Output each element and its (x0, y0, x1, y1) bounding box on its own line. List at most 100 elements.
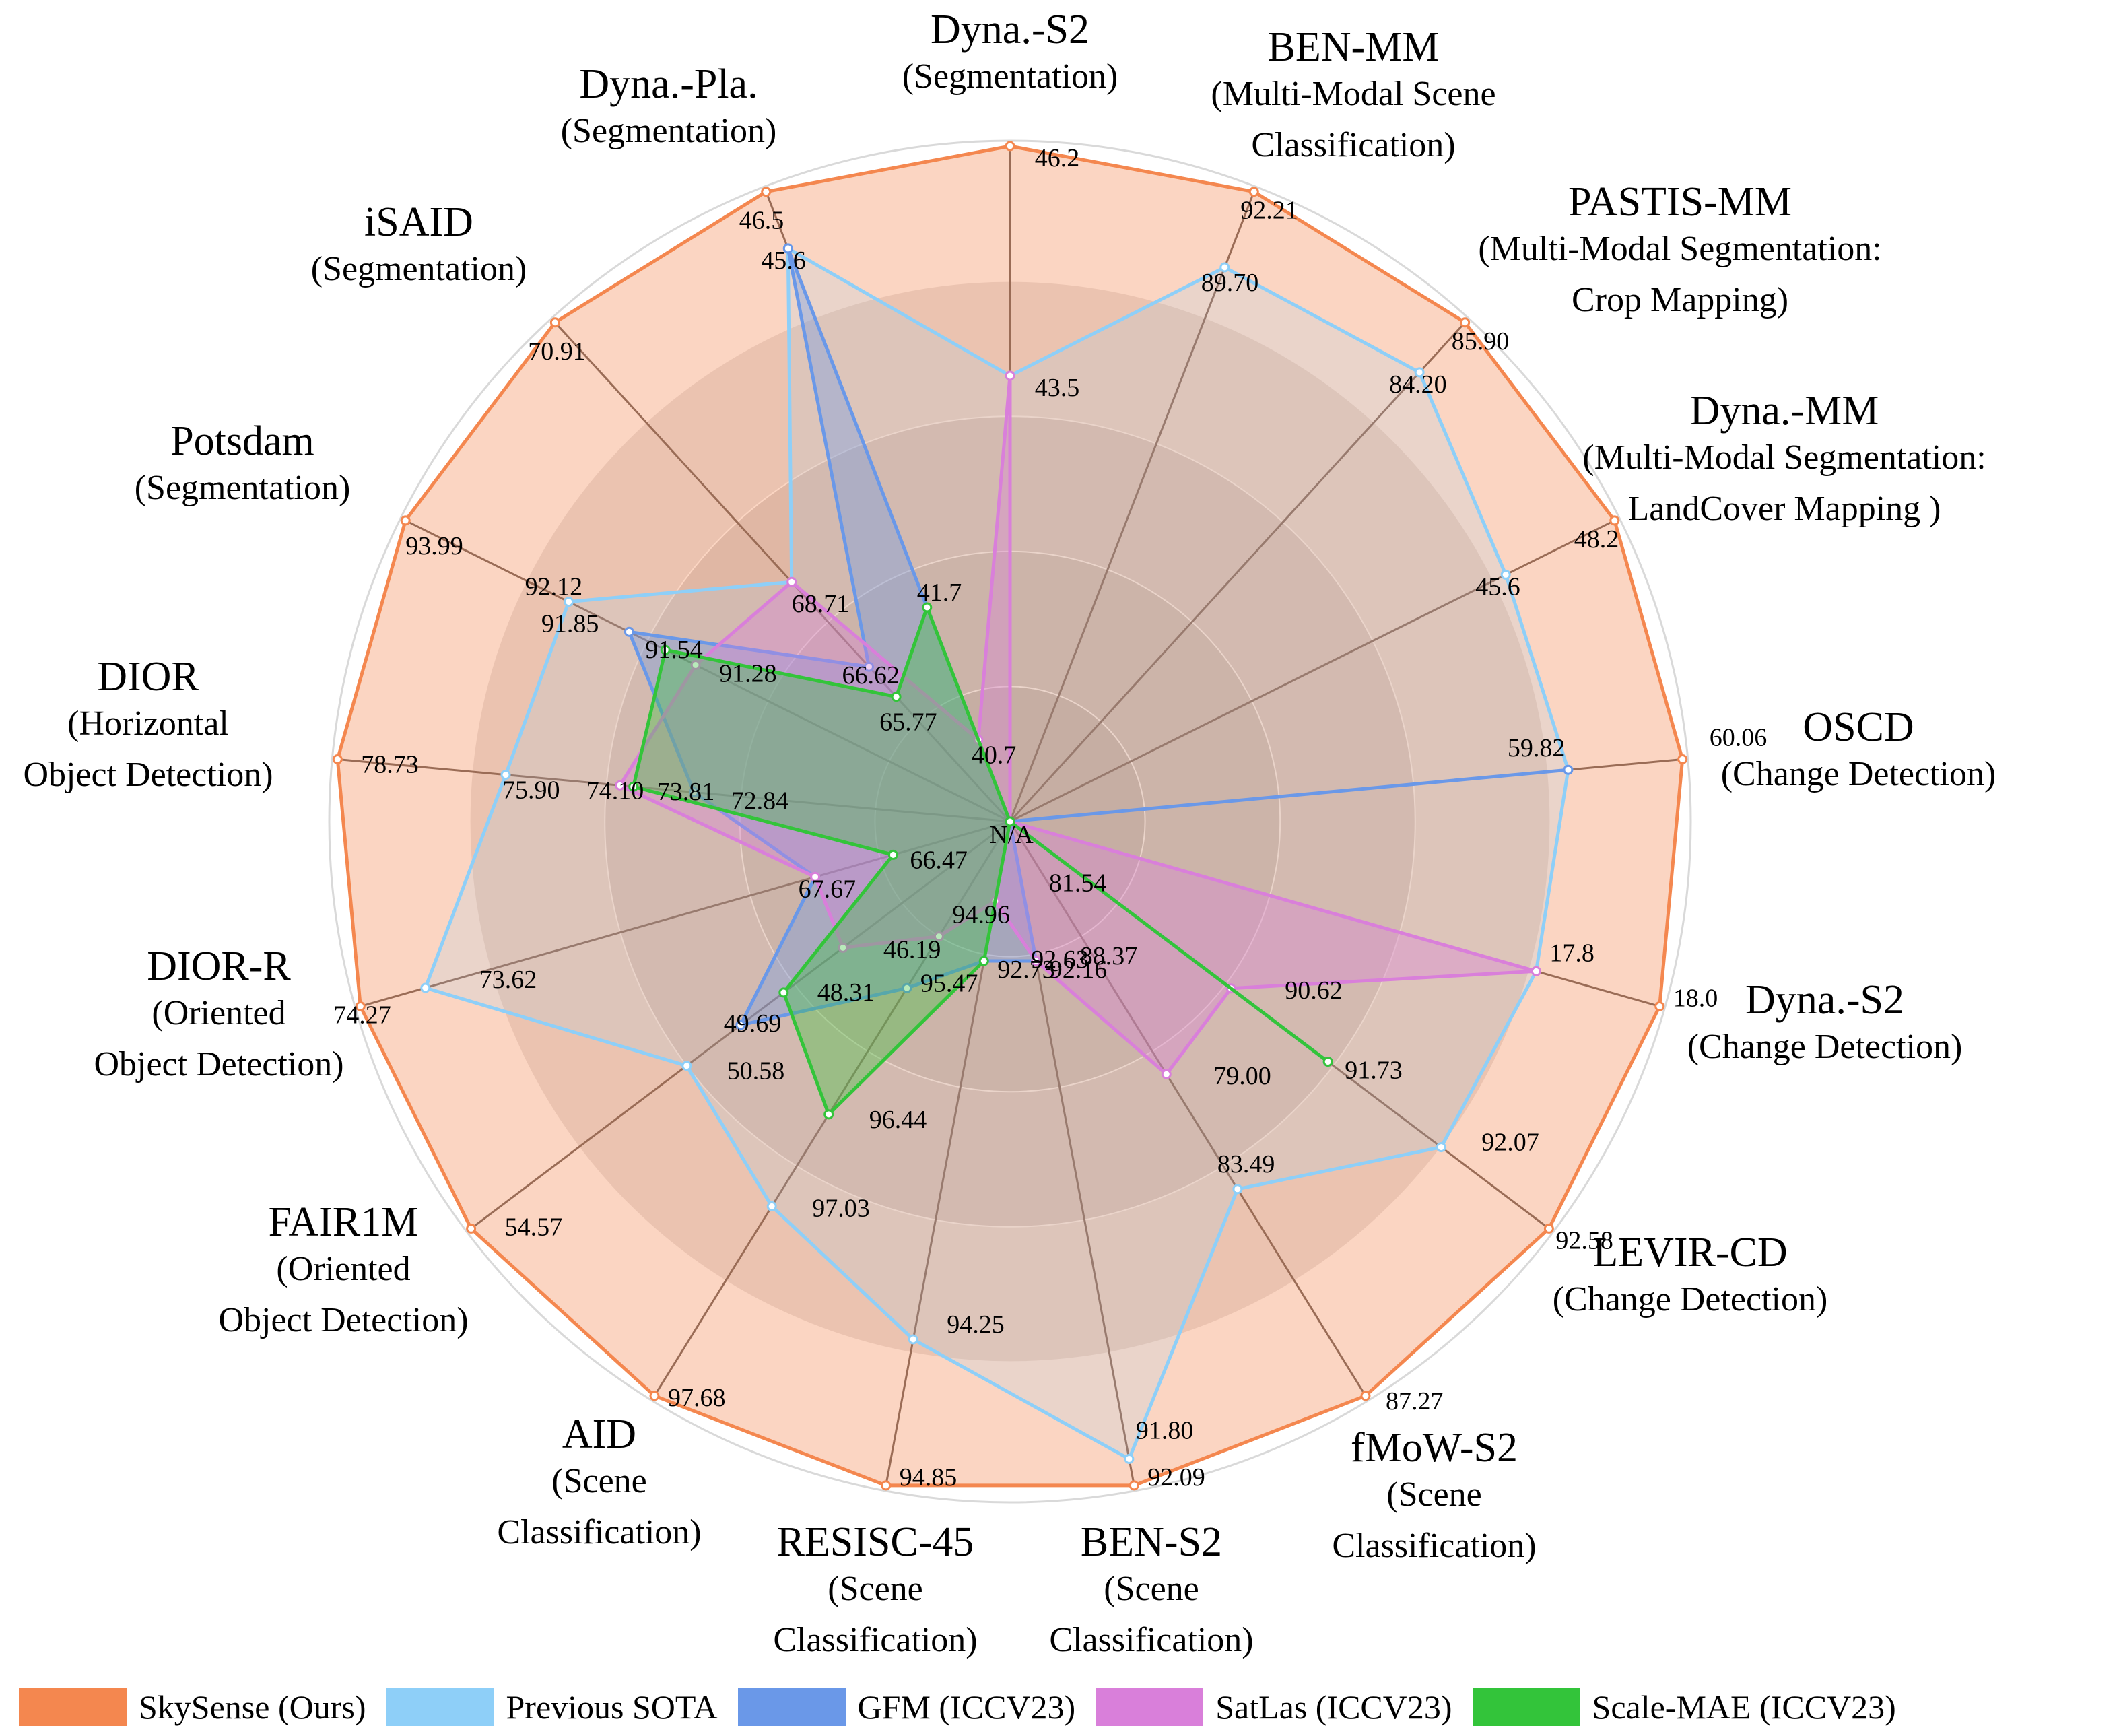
data-point (766, 1201, 777, 1211)
data-point (500, 770, 511, 780)
value-label: 66.62 (842, 661, 900, 690)
value-labels: 46.2 92.21 85.90 48.2 60.06 18.0 92.58 87.27 92.… (333, 144, 1767, 1492)
data-point (881, 1480, 892, 1491)
axis-task: Object Detection) (94, 1045, 343, 1083)
axis-label-group: Dyna.-S2 (Change Detection) (1687, 977, 1963, 1066)
data-point (1677, 754, 1688, 764)
value-label: 66.47 (910, 846, 968, 874)
axis-name: fMoW-S2 (1351, 1425, 1518, 1471)
legend-label: Previous SOTA (506, 1688, 718, 1726)
data-point (1531, 966, 1541, 976)
axis-label-group: OSCD (Change Detection) (1721, 704, 1996, 793)
legend-swatch (386, 1688, 494, 1726)
axis-name: PASTIS-MM (1568, 179, 1792, 225)
axis-name: Potsdam (170, 418, 314, 464)
data-point (1129, 1480, 1139, 1491)
axis-label-group: Dyna.-MM (Multi-Modal Segmentation: LandCo… (1582, 388, 1986, 528)
radar-series (332, 141, 1688, 1491)
data-point (922, 602, 933, 613)
data-point (978, 956, 989, 966)
legend-item: SatLas (ICCV23) (1096, 1688, 1452, 1727)
data-point (1563, 764, 1574, 775)
legend-label: Scale-MAE (ICCV23) (1592, 1688, 1896, 1726)
value-label: 65.77 (879, 708, 937, 737)
data-point (1436, 1142, 1446, 1153)
axis-name: FAIR1M (269, 1199, 419, 1245)
value-label: 92.16 (1050, 956, 1108, 984)
value-label: 84.20 (1389, 370, 1447, 399)
data-point (761, 187, 772, 197)
legend-swatch (1096, 1688, 1204, 1726)
data-point (615, 780, 626, 791)
axis-label-group: BEN-S2 (Scene Classification) (1049, 1519, 1253, 1659)
value-label: 97.68 (668, 1384, 726, 1412)
value-label: 54.57 (505, 1213, 563, 1241)
axis-name: Dyna.-S2 (931, 7, 1089, 53)
series-area-scale-mae-iccv23 (632, 605, 1330, 1116)
data-point (1360, 1391, 1371, 1401)
data-point (1124, 1454, 1135, 1464)
axis-task: (Segmentation) (561, 112, 777, 150)
axis-name: DIOR (97, 654, 199, 700)
legend-item: SkySense (Ours) (19, 1688, 366, 1727)
axis-task: (Scene (551, 1462, 646, 1500)
value-label: 91.28 (719, 660, 777, 688)
value-label: 91.54 (645, 636, 702, 664)
data-point (1005, 141, 1015, 152)
value-label: 73.62 (479, 966, 537, 994)
value-label: 83.49 (1217, 1150, 1275, 1178)
value-label: 92.21 (1240, 197, 1298, 225)
axis-label-group: DIOR-R (Oriented Object Detection) (94, 943, 343, 1083)
axis-label-group: Dyna.-S2 (Segmentation) (902, 7, 1118, 96)
data-point (420, 982, 431, 993)
data-point (891, 692, 902, 702)
data-point (681, 1061, 692, 1071)
value-label: 92.12 (525, 573, 583, 601)
spoke-line (405, 519, 1011, 823)
data-point (1161, 1069, 1172, 1079)
axis-label-group: iSAID (Segmentation) (311, 199, 527, 288)
value-label: 92.58 (1555, 1226, 1613, 1255)
spoke-line (1009, 321, 1466, 823)
value-label: 50.58 (727, 1057, 785, 1086)
legend-swatch (737, 1688, 846, 1726)
data-point (628, 781, 639, 792)
axis-label-group: Dyna.-Pla. (Segmentation) (561, 61, 777, 150)
data-point (823, 1109, 834, 1120)
axis-task: Classification) (1332, 1527, 1536, 1565)
legend-label: SatLas (ICCV23) (1215, 1688, 1452, 1726)
value-label: 68.71 (792, 590, 850, 618)
value-label: 91.80 (1136, 1417, 1194, 1445)
value-label: 48.31 (817, 978, 875, 1007)
axis-name: OSCD (1803, 704, 1914, 750)
value-label: 92.73 (997, 956, 1055, 984)
axis-task: (Scene (828, 1570, 922, 1608)
value-label: 95.47 (920, 969, 978, 997)
axis-name: Dyna.-S2 (1745, 977, 1904, 1023)
outer-ring (328, 139, 1692, 1504)
axis-name: DIOR-R (147, 943, 291, 989)
value-label: 43.5 (1035, 374, 1080, 402)
axis-task: Classification) (1251, 126, 1455, 164)
axis-task: (Oriented (152, 994, 285, 1032)
legend-swatch (19, 1688, 127, 1726)
value-label: 88.37 (1080, 942, 1138, 970)
data-point (735, 1020, 746, 1030)
axis-task: Object Detection) (23, 756, 273, 794)
data-point (1005, 370, 1015, 381)
axis-task: (Multi-Modal Segmentation: (1478, 230, 1881, 268)
value-label: 91.73 (1345, 1057, 1403, 1085)
value-label: 94.25 (947, 1310, 1005, 1339)
value-label: 93.99 (405, 532, 463, 560)
axis-label-group: FAIR1M (Oriented Object Detection) (218, 1199, 468, 1339)
axis-label-group: Potsdam (Segmentation) (135, 418, 351, 507)
axis-task: (Change Detection) (1553, 1280, 1828, 1318)
data-point (1322, 1057, 1333, 1067)
data-point (1232, 1184, 1243, 1195)
data-point (782, 243, 793, 254)
data-point (902, 982, 912, 993)
value-label: 74.27 (333, 1001, 391, 1030)
value-label: 48.2 (1574, 525, 1619, 554)
axis-task: Object Detection) (218, 1301, 468, 1339)
data-point (649, 1391, 660, 1401)
